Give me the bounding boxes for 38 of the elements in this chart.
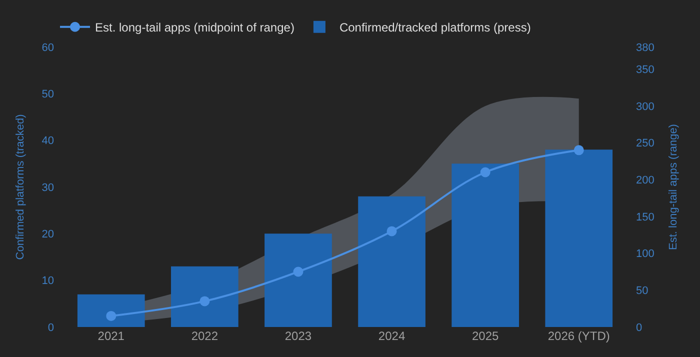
y2-tick-label: 350 bbox=[636, 64, 654, 76]
x-tick-label: 2022 bbox=[191, 329, 218, 343]
bar bbox=[358, 196, 426, 327]
x-tick-label: 2023 bbox=[284, 329, 312, 343]
x-tick-label: 2025 bbox=[472, 329, 499, 343]
bar bbox=[452, 164, 519, 327]
point bbox=[106, 310, 116, 321]
y2-tick-label: 0 bbox=[636, 322, 642, 334]
y2-tick-label: 300 bbox=[636, 100, 654, 113]
y-tick-label: 60 bbox=[42, 42, 54, 54]
y2-tick-label: 250 bbox=[636, 138, 654, 150]
x-tick-label: 2024 bbox=[378, 329, 406, 343]
bar bbox=[545, 150, 613, 327]
y-tick-label: 20 bbox=[42, 228, 54, 241]
y2-tick-label: 380 bbox=[636, 42, 654, 54]
y-tick-label: 0 bbox=[48, 322, 54, 334]
point bbox=[386, 226, 397, 236]
bar bbox=[77, 294, 145, 327]
y-tick-label: 30 bbox=[42, 182, 54, 194]
y2-axis-title: Est. long-tail apps (range) bbox=[668, 124, 680, 250]
y-tick-label: 10 bbox=[42, 275, 54, 288]
y-tick-label: 50 bbox=[42, 88, 54, 101]
legend-label: Est. long-tail apps (midpoint of range) bbox=[95, 20, 294, 35]
bar bbox=[171, 266, 238, 327]
point bbox=[574, 145, 584, 156]
y-axis-title: Confirmed platforms (tracked) bbox=[14, 114, 26, 260]
x-tick-label: 2026 (YTD) bbox=[548, 329, 610, 343]
y2-tick-label: 200 bbox=[636, 174, 654, 186]
y2-tick-label: 50 bbox=[636, 285, 648, 298]
y-tick-label: 40 bbox=[42, 135, 54, 148]
y2-tick-label: 150 bbox=[636, 211, 654, 224]
legend-label: Confirmed/tracked platforms (press) bbox=[339, 20, 531, 35]
point bbox=[480, 167, 490, 178]
x-tick-label: 2021 bbox=[98, 329, 125, 343]
point bbox=[200, 296, 210, 306]
bar bbox=[264, 234, 332, 327]
y2-tick-label: 100 bbox=[636, 248, 654, 260]
point bbox=[293, 266, 304, 277]
